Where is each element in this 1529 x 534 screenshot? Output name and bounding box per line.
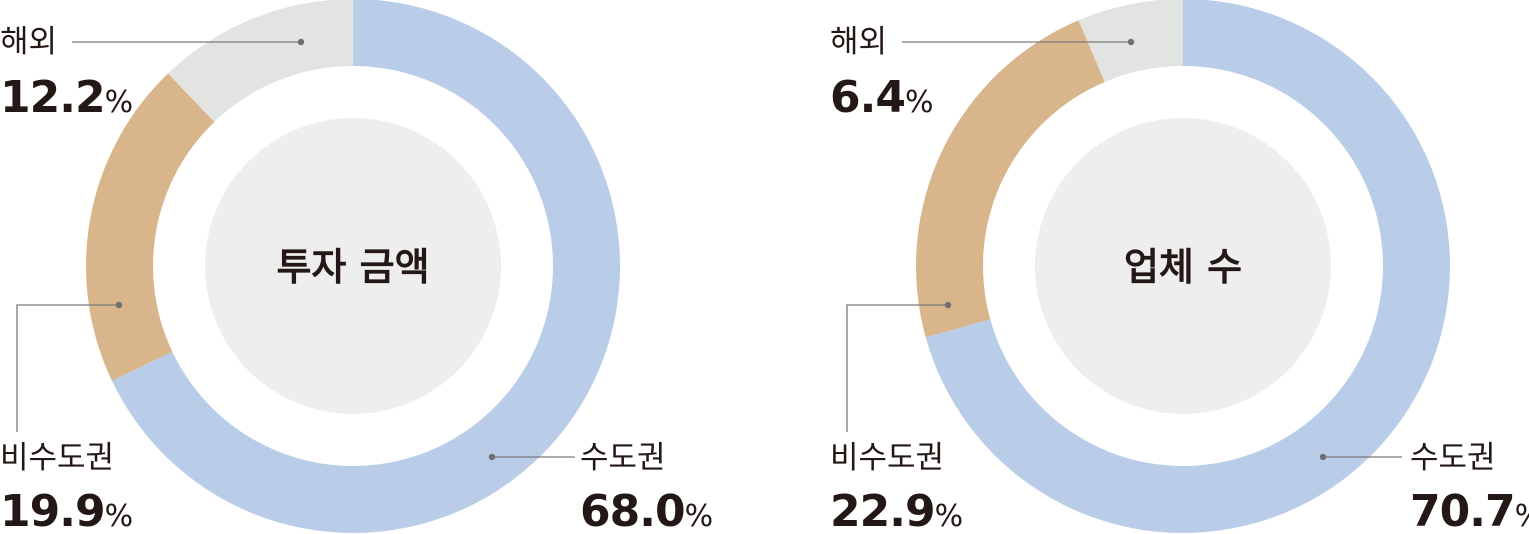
value-overseas: 12.2% [0,72,133,123]
slice-non-capital [916,20,1105,338]
slice-overseas [167,0,353,122]
center-disc [205,118,501,414]
label-capital: 수도권 [1410,440,1496,476]
leader-dot-overseas [1127,38,1135,46]
leader-dot-capital [488,453,496,461]
chart-title: 업체 수 [1124,245,1242,289]
leader-dot-capital [1319,453,1327,461]
value-non-capital: 22.9% [830,486,963,534]
leader-dot-non-capital [944,301,952,309]
leader-line-non-capital [16,304,119,432]
label-overseas: 해외 [0,24,57,60]
label-capital: 수도권 [580,440,666,476]
label-non-capital: 비수도권 [830,440,944,476]
center-disc [1035,118,1331,414]
leader-line-non-capital [846,304,948,432]
value-non-capital: 19.9% [0,486,133,534]
chart-title: 투자 금액 [276,245,429,289]
value-capital: 68.0% [580,486,713,534]
label-non-capital: 비수도권 [0,440,114,476]
value-overseas: 6.4% [830,72,933,123]
value-capital: 70.7% [1410,486,1529,534]
leader-dot-non-capital [115,301,123,309]
leader-dot-overseas [297,38,305,46]
label-overseas: 해외 [830,24,887,60]
